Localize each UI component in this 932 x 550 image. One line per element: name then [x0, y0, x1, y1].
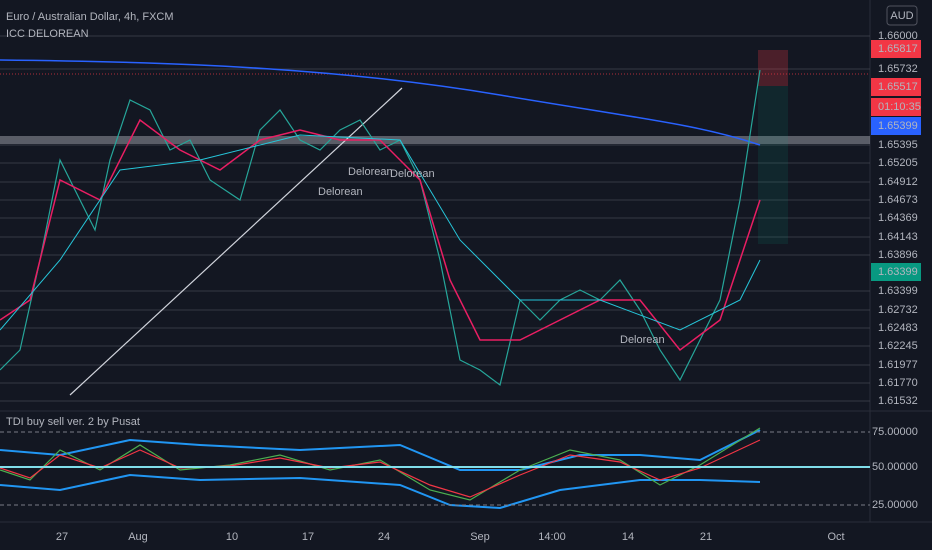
trend-line	[69, 87, 403, 396]
price-badge	[871, 40, 921, 58]
zone	[0, 136, 870, 144]
level-lines	[0, 35, 870, 402]
position-box	[758, 50, 788, 86]
price-badge	[871, 117, 921, 135]
sub-title: TDI buy sell ver. 2 by Pusat	[6, 416, 140, 428]
x-label: 24	[378, 531, 390, 543]
badge-label: 1.65517	[878, 81, 918, 93]
price-label: 1.61977	[878, 359, 918, 371]
tdi-signal	[0, 439, 761, 498]
x-label: Oct	[827, 531, 844, 543]
price-label: 1.63399	[878, 285, 918, 297]
x-label: 21	[700, 531, 712, 543]
x-label: 17	[302, 531, 314, 543]
x-label: 14	[622, 531, 634, 543]
indicator-name: ICC DELOREAN	[6, 28, 89, 40]
price-label: 1.64673	[878, 194, 918, 206]
currency-box	[886, 5, 918, 26]
tdi-band	[0, 429, 761, 471]
annotation: Delorean	[348, 166, 393, 178]
x-label: 27	[56, 531, 68, 543]
badge-label: 1.63399	[878, 266, 918, 278]
price-label: 1.62245	[878, 340, 918, 352]
x-label: Aug	[128, 531, 148, 543]
price-label: 1.62483	[878, 322, 918, 334]
sub-level-label: 75.00000	[872, 426, 918, 438]
price-label: 1.65732	[878, 63, 918, 75]
tdi-band	[0, 473, 761, 510]
price-badge	[871, 78, 921, 96]
x-label: 10	[226, 531, 238, 543]
annotation: Delorean	[390, 168, 435, 180]
price-label: 1.65395	[878, 139, 918, 151]
price-label: 1.61532	[878, 395, 918, 407]
ema	[0, 118, 761, 352]
x-label: 14:00	[538, 531, 566, 543]
annotation: Delorean	[620, 334, 665, 346]
badge-label: 1.65817	[878, 43, 918, 55]
position-box	[758, 86, 788, 244]
sub-level-label: 50.00000	[872, 461, 918, 473]
badge-label: 1.65399	[878, 120, 918, 132]
ema-slow	[0, 134, 761, 331]
sub-level-label: 25.00000	[872, 499, 918, 511]
price-badge	[871, 263, 921, 281]
price-label: 1.63896	[878, 249, 918, 261]
price-label: 1.65205	[878, 157, 918, 169]
price-label: 1.64143	[878, 231, 918, 243]
moving-average	[0, 59, 761, 146]
symbol: Euro / Australian Dollar, 4h, FXCM	[6, 11, 174, 23]
price-label: 1.66000	[878, 30, 918, 42]
price-label: 1.64369	[878, 212, 918, 224]
price-label: 1.62732	[878, 304, 918, 316]
x-label: Sep	[470, 531, 490, 543]
price-label: 1.61770	[878, 377, 918, 389]
price-badge	[871, 98, 921, 116]
price-label: 1.64912	[878, 176, 918, 188]
currency: AUD	[890, 10, 913, 22]
annotation: Delorean	[318, 186, 363, 198]
badge-label: 01:10:35	[878, 101, 921, 113]
